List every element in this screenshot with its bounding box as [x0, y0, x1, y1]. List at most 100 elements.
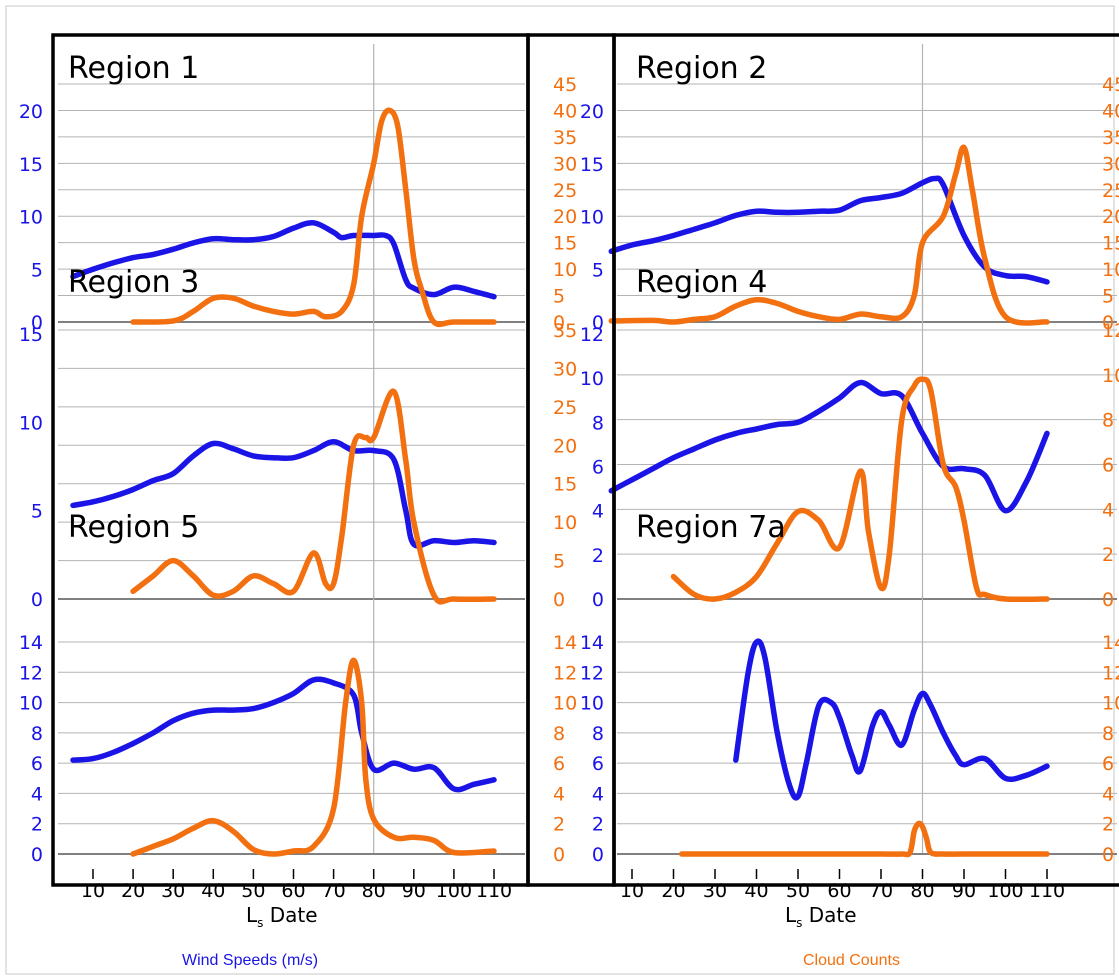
- panel-title: Region 3: [68, 265, 199, 300]
- y-left-tick-label: 0: [592, 844, 604, 866]
- y-right-tick-label: 5: [553, 551, 565, 573]
- y-left-tick-label: 12: [580, 324, 604, 346]
- y-right-tick-label: 40: [1102, 100, 1119, 122]
- y-right-tick-label: 5: [553, 286, 565, 308]
- wind-speed-line: [70, 219, 497, 300]
- y-right-tick-label: 10: [553, 693, 577, 715]
- y-left-tick-label: 10: [580, 693, 604, 715]
- y-left-tick-label: 12: [580, 662, 604, 684]
- y-right-tick-label: 12: [1102, 662, 1119, 684]
- y-right-tick-label: 2: [1102, 814, 1114, 836]
- cloud-count-line: [130, 107, 497, 328]
- y-left-tick-label: 0: [592, 312, 604, 334]
- y-left-tick-label: 0: [31, 589, 43, 611]
- y-right-tick-label: 5: [1102, 286, 1114, 308]
- data-layer: [70, 107, 1050, 858]
- panel-title: Region 1: [68, 51, 199, 86]
- cloud-count-line: [670, 376, 1050, 603]
- y-left-tick-label: 8: [592, 723, 604, 745]
- y-left-tick-label: 20: [580, 101, 604, 123]
- y-right-tick-label: 4: [553, 783, 565, 805]
- y-right-tick-label: 8: [1102, 410, 1114, 432]
- x-axis-label: Ls Date: [785, 903, 857, 930]
- y-left-tick-label: 12: [19, 662, 43, 684]
- y-right-tick-label: 8: [1102, 723, 1114, 745]
- y-left-tick-label: 2: [592, 545, 604, 567]
- y-right-tick-label: 10: [553, 259, 577, 281]
- y-right-tick-label: 45: [1102, 74, 1119, 96]
- y-right-tick-label: 30: [553, 358, 577, 380]
- y-right-tick-label: 15: [1102, 233, 1119, 255]
- cloud-count-legend: Cloud Counts: [803, 952, 900, 969]
- y-right-tick-label: 15: [553, 474, 577, 496]
- right-panel-frame: [612, 33, 1119, 887]
- y-left-tick-label: 8: [31, 723, 43, 745]
- y-right-tick-label: 6: [553, 753, 565, 775]
- y-right-tick-label: 0: [1102, 589, 1114, 611]
- y-left-tick-label: 14: [19, 632, 43, 654]
- y-left-tick-label: 10: [19, 412, 43, 434]
- y-left-tick-label: 4: [592, 501, 604, 523]
- y-right-tick-label: 10: [553, 512, 577, 534]
- y-left-tick-label: 20: [19, 101, 43, 123]
- y-right-tick-label: 0: [1102, 844, 1114, 866]
- y-right-tick-label: 0: [553, 312, 565, 334]
- y-right-tick-label: 12: [553, 662, 577, 684]
- y-right-tick-label: 30: [553, 153, 577, 175]
- y-right-tick-label: 12: [1102, 320, 1119, 342]
- y-left-tick-label: 5: [592, 259, 604, 281]
- y-right-tick-label: 25: [553, 180, 577, 202]
- y-right-tick-label: 14: [1102, 632, 1119, 654]
- cloud-count-line: [130, 657, 497, 857]
- y-right-tick-label: 25: [553, 397, 577, 419]
- y-left-tick-label: 10: [580, 368, 604, 390]
- y-right-tick-label: 35: [1102, 127, 1119, 149]
- y-right-tick-label: 6: [1102, 753, 1114, 775]
- y-right-tick-label: 15: [553, 233, 577, 255]
- y-left-tick-label: 15: [19, 324, 43, 346]
- grid-layer: [58, 44, 1117, 879]
- panel-title: Region 5: [68, 510, 199, 545]
- y-left-tick-label: 6: [592, 753, 604, 775]
- y-right-tick-label: 2: [553, 814, 565, 836]
- y-left-tick-label: 5: [31, 259, 43, 281]
- y-left-tick-label: 6: [31, 753, 43, 775]
- y-left-tick-label: 10: [19, 207, 43, 229]
- wind-speed-line: [608, 175, 1050, 285]
- cloud-count-line: [130, 388, 497, 605]
- y-right-tick-label: 10: [1102, 365, 1119, 387]
- y-right-tick-label: 30: [1102, 153, 1119, 175]
- cloud-count-line: [679, 820, 1050, 858]
- y-right-tick-label: 4: [1102, 499, 1114, 521]
- y-right-tick-label: 20: [553, 435, 577, 457]
- y-left-tick-label: 0: [31, 844, 43, 866]
- y-left-tick-label: 8: [592, 412, 604, 434]
- y-left-tick-label: 0: [592, 589, 604, 611]
- y-right-tick-label: 10: [1102, 693, 1119, 715]
- y-right-tick-label: 0: [1102, 312, 1114, 334]
- y-right-tick-label: 35: [553, 320, 577, 342]
- panel-title: Region 7a: [636, 510, 786, 545]
- wind-speed-line: [608, 379, 1050, 514]
- y-right-tick-label: 35: [553, 127, 577, 149]
- y-right-tick-label: 6: [1102, 455, 1114, 477]
- y-left-tick-label: 4: [31, 783, 43, 805]
- panel-title: Region 2: [636, 51, 767, 86]
- y-right-tick-label: 25: [1102, 180, 1119, 202]
- y-right-tick-label: 20: [1102, 206, 1119, 228]
- y-left-tick-label: 2: [31, 814, 43, 836]
- y-left-tick-label: 0: [31, 312, 43, 334]
- y-left-tick-label: 14: [580, 632, 604, 654]
- panel-title: Region 4: [636, 265, 767, 300]
- wind-speed-line: [733, 638, 1050, 801]
- y-right-tick-label: 40: [553, 100, 577, 122]
- y-right-tick-label: 0: [553, 589, 565, 611]
- y-right-tick-label: 8: [553, 723, 565, 745]
- y-left-tick-label: 15: [580, 154, 604, 176]
- y-right-tick-label: 0: [553, 844, 565, 866]
- y-left-tick-label: 4: [592, 783, 604, 805]
- outer-border: [5, 5, 1115, 975]
